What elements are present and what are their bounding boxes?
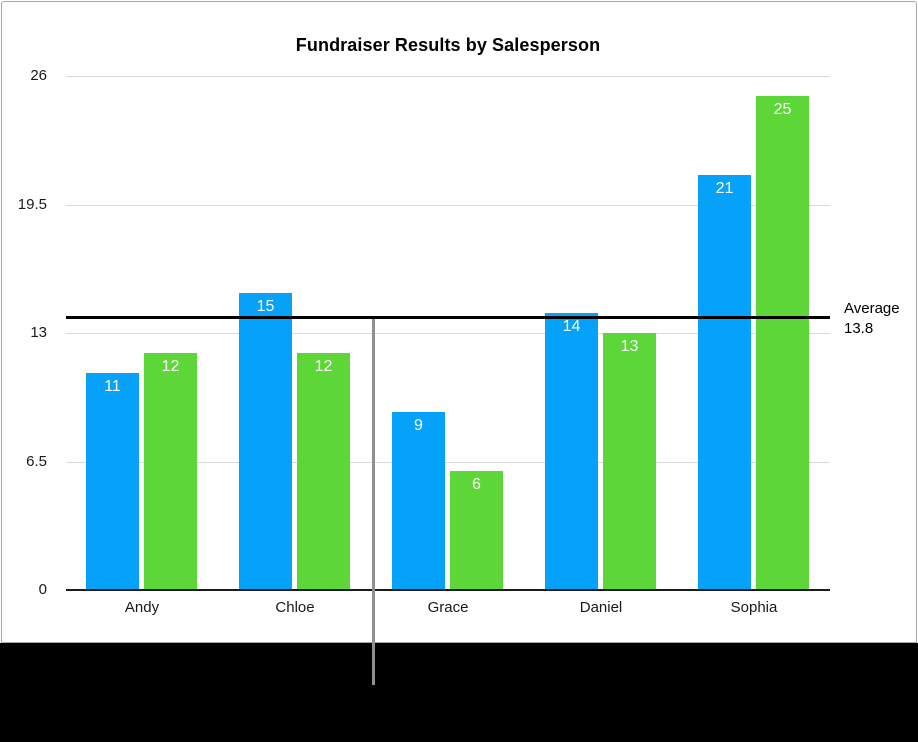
- outside-page-area: [0, 643, 918, 742]
- x-axis-category-label: Sophia: [730, 599, 778, 616]
- x-axis-category-label: Andy: [124, 599, 160, 616]
- gridline: [66, 76, 830, 77]
- average-line-label: Average 13.8: [844, 299, 914, 339]
- bar-daniel-green-series[interactable]: 13: [603, 333, 656, 590]
- bar-value-label: 12: [161, 358, 180, 375]
- bar-sophia-green-series[interactable]: 25: [756, 96, 809, 590]
- bar-andy-green-series[interactable]: 12: [144, 353, 197, 590]
- average-value-text: 13.8: [844, 320, 874, 337]
- chart-title: Fundraiser Results by Salesperson: [295, 35, 601, 55]
- y-axis-tick-label: 13: [30, 324, 47, 341]
- bar-value-label: 21: [715, 180, 734, 197]
- bar-value-label: 13: [620, 338, 639, 355]
- bar-daniel-blue-series[interactable]: 14: [545, 313, 598, 590]
- bar-value-label: 14: [562, 318, 581, 335]
- gridline: [66, 462, 830, 463]
- bar-value-label: 9: [414, 417, 423, 434]
- bar-sophia-blue-series[interactable]: 21: [698, 175, 751, 590]
- bar-chloe-blue-series[interactable]: 15: [239, 293, 292, 590]
- x-axis-category-label: Chloe: [275, 599, 315, 616]
- bar-value-label: 11: [104, 378, 121, 395]
- y-axis-tick-label: 0: [38, 581, 47, 598]
- gridline: [66, 205, 830, 206]
- average-reference-line: [66, 316, 830, 319]
- page-break-divider: [372, 317, 375, 685]
- bar-value-label: 12: [314, 358, 333, 375]
- bar-value-label: 25: [773, 101, 792, 118]
- bar-andy-blue-series[interactable]: 11: [86, 373, 139, 590]
- bar-grace-blue-series[interactable]: 9: [392, 412, 445, 590]
- bar-grace-green-series[interactable]: 6: [450, 471, 503, 590]
- bar-value-label: 15: [256, 298, 275, 315]
- x-axis-category-label: Grace: [427, 599, 469, 616]
- y-axis-tick-label: 6.5: [26, 453, 47, 470]
- bar-chloe-green-series[interactable]: 12: [297, 353, 350, 590]
- y-axis-tick-label: 26: [30, 67, 47, 84]
- average-label-text: Average: [844, 300, 900, 317]
- gridline: [66, 333, 830, 334]
- bar-value-label: 6: [472, 476, 481, 493]
- x-axis-category-label: Daniel: [579, 599, 623, 616]
- y-axis-tick-label: 19.5: [17, 196, 47, 213]
- x-axis-line: [66, 589, 830, 591]
